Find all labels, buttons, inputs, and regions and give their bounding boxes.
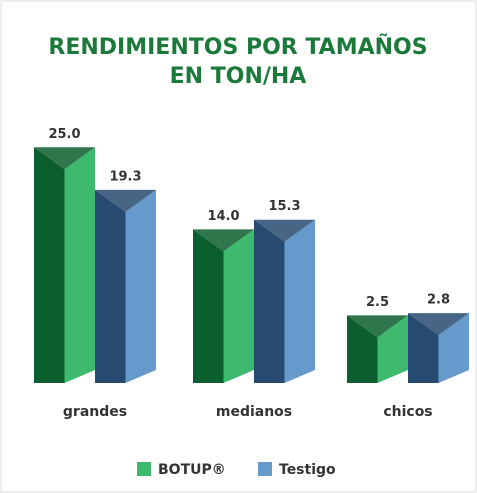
bar-top [193,229,254,252]
bar-top [347,315,408,338]
bar-face [284,219,315,383]
value-label: 2.8 [427,293,450,308]
bar-face [377,315,408,383]
x-tick-label: grandes [63,404,127,420]
bar-face [223,229,254,383]
bar-top [34,147,95,170]
legend-swatch [258,462,272,476]
x-tick-label: chicos [383,404,432,420]
bar-face [64,147,95,383]
value-label: 14.0 [207,209,239,224]
value-label: 19.3 [109,169,141,184]
bar-face [438,313,469,383]
value-label: 2.5 [366,295,389,310]
x-tick-label: medianos [216,404,292,420]
bar-top [254,219,315,242]
bar-face [193,229,224,383]
bar-face [125,189,156,383]
chart-title: EN TON/HA [170,64,307,89]
bar-face [254,219,285,383]
value-label: 15.3 [268,199,300,214]
bar-face [34,147,65,383]
legend-label: Testigo [279,462,336,478]
bar-top [95,189,156,212]
chart-title: RENDIMIENTOS POR TAMAÑOS [48,34,427,60]
legend-swatch [137,462,151,476]
bar-face [408,313,439,383]
bar-face [95,189,126,383]
bar-face [347,315,378,383]
value-label: 25.0 [48,127,80,142]
bar-top [408,313,469,336]
legend-label: BOTUP® [158,462,226,478]
